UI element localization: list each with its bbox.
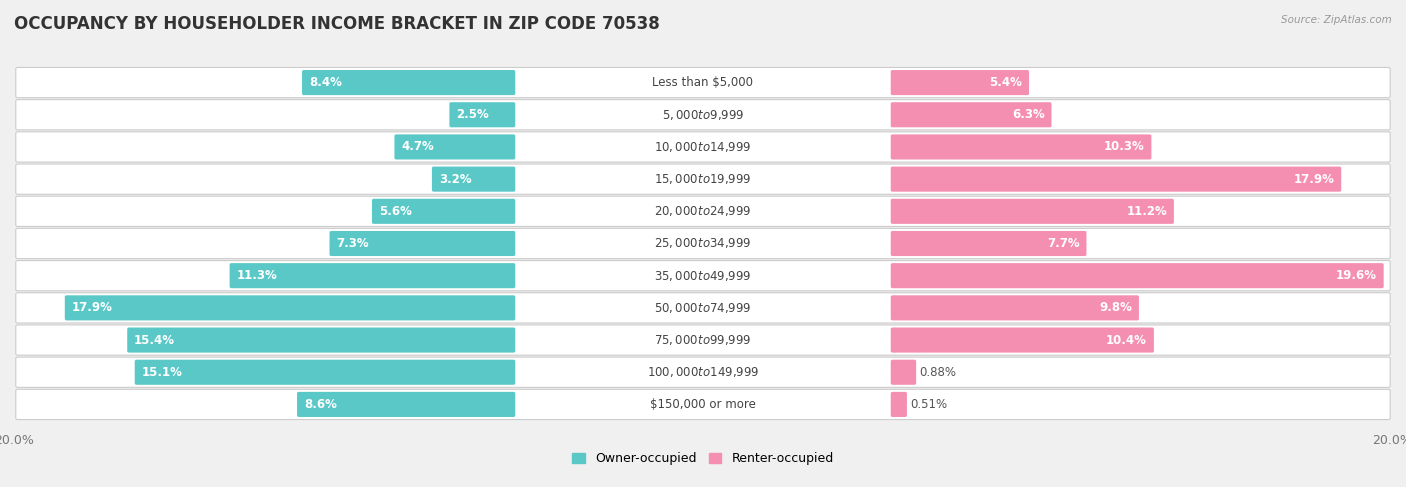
- Text: 11.3%: 11.3%: [236, 269, 277, 282]
- Text: Source: ZipAtlas.com: Source: ZipAtlas.com: [1281, 15, 1392, 25]
- Text: 9.8%: 9.8%: [1099, 301, 1132, 315]
- FancyBboxPatch shape: [15, 164, 1391, 194]
- Text: $50,000 to $74,999: $50,000 to $74,999: [654, 301, 752, 315]
- FancyBboxPatch shape: [891, 102, 1052, 127]
- Text: 11.2%: 11.2%: [1126, 205, 1167, 218]
- Text: $20,000 to $24,999: $20,000 to $24,999: [654, 205, 752, 218]
- Text: 10.4%: 10.4%: [1107, 334, 1147, 347]
- FancyBboxPatch shape: [891, 199, 1174, 224]
- FancyBboxPatch shape: [65, 295, 515, 320]
- Text: $100,000 to $149,999: $100,000 to $149,999: [647, 365, 759, 379]
- Text: 7.3%: 7.3%: [336, 237, 368, 250]
- FancyBboxPatch shape: [891, 295, 1139, 320]
- FancyBboxPatch shape: [15, 68, 1391, 98]
- Text: 17.9%: 17.9%: [72, 301, 112, 315]
- FancyBboxPatch shape: [15, 261, 1391, 291]
- Text: $25,000 to $34,999: $25,000 to $34,999: [654, 237, 752, 250]
- Text: 17.9%: 17.9%: [1294, 172, 1334, 186]
- FancyBboxPatch shape: [891, 70, 1029, 95]
- Text: 5.4%: 5.4%: [990, 76, 1022, 89]
- Text: 4.7%: 4.7%: [401, 140, 434, 153]
- FancyBboxPatch shape: [15, 132, 1391, 162]
- FancyBboxPatch shape: [15, 357, 1391, 387]
- Text: 10.3%: 10.3%: [1104, 140, 1144, 153]
- Text: 8.6%: 8.6%: [304, 398, 337, 411]
- FancyBboxPatch shape: [395, 134, 515, 160]
- FancyBboxPatch shape: [891, 360, 917, 385]
- Text: 8.4%: 8.4%: [309, 76, 342, 89]
- Text: 2.5%: 2.5%: [457, 108, 489, 121]
- FancyBboxPatch shape: [450, 102, 515, 127]
- Text: $5,000 to $9,999: $5,000 to $9,999: [662, 108, 744, 122]
- Text: Less than $5,000: Less than $5,000: [652, 76, 754, 89]
- Text: 15.4%: 15.4%: [134, 334, 176, 347]
- FancyBboxPatch shape: [432, 167, 515, 192]
- FancyBboxPatch shape: [15, 389, 1391, 419]
- FancyBboxPatch shape: [891, 231, 1087, 256]
- FancyBboxPatch shape: [229, 263, 515, 288]
- Text: 3.2%: 3.2%: [439, 172, 471, 186]
- FancyBboxPatch shape: [15, 196, 1391, 226]
- FancyBboxPatch shape: [135, 360, 515, 385]
- FancyBboxPatch shape: [373, 199, 515, 224]
- Text: $35,000 to $49,999: $35,000 to $49,999: [654, 269, 752, 282]
- FancyBboxPatch shape: [891, 263, 1384, 288]
- Text: 15.1%: 15.1%: [142, 366, 183, 379]
- Text: 5.6%: 5.6%: [378, 205, 412, 218]
- FancyBboxPatch shape: [297, 392, 515, 417]
- Text: $75,000 to $99,999: $75,000 to $99,999: [654, 333, 752, 347]
- FancyBboxPatch shape: [15, 293, 1391, 323]
- Text: $10,000 to $14,999: $10,000 to $14,999: [654, 140, 752, 154]
- Legend: Owner-occupied, Renter-occupied: Owner-occupied, Renter-occupied: [568, 448, 838, 470]
- FancyBboxPatch shape: [891, 392, 907, 417]
- Text: OCCUPANCY BY HOUSEHOLDER INCOME BRACKET IN ZIP CODE 70538: OCCUPANCY BY HOUSEHOLDER INCOME BRACKET …: [14, 15, 659, 33]
- FancyBboxPatch shape: [891, 167, 1341, 192]
- Text: 7.7%: 7.7%: [1047, 237, 1080, 250]
- FancyBboxPatch shape: [15, 325, 1391, 355]
- Text: $150,000 or more: $150,000 or more: [650, 398, 756, 411]
- FancyBboxPatch shape: [302, 70, 515, 95]
- FancyBboxPatch shape: [127, 327, 515, 353]
- Text: 6.3%: 6.3%: [1012, 108, 1045, 121]
- FancyBboxPatch shape: [891, 327, 1154, 353]
- Text: 19.6%: 19.6%: [1336, 269, 1376, 282]
- Text: $15,000 to $19,999: $15,000 to $19,999: [654, 172, 752, 186]
- FancyBboxPatch shape: [891, 134, 1152, 160]
- FancyBboxPatch shape: [329, 231, 515, 256]
- Text: 0.88%: 0.88%: [920, 366, 956, 379]
- FancyBboxPatch shape: [15, 100, 1391, 130]
- Text: 0.51%: 0.51%: [910, 398, 948, 411]
- FancyBboxPatch shape: [15, 228, 1391, 259]
